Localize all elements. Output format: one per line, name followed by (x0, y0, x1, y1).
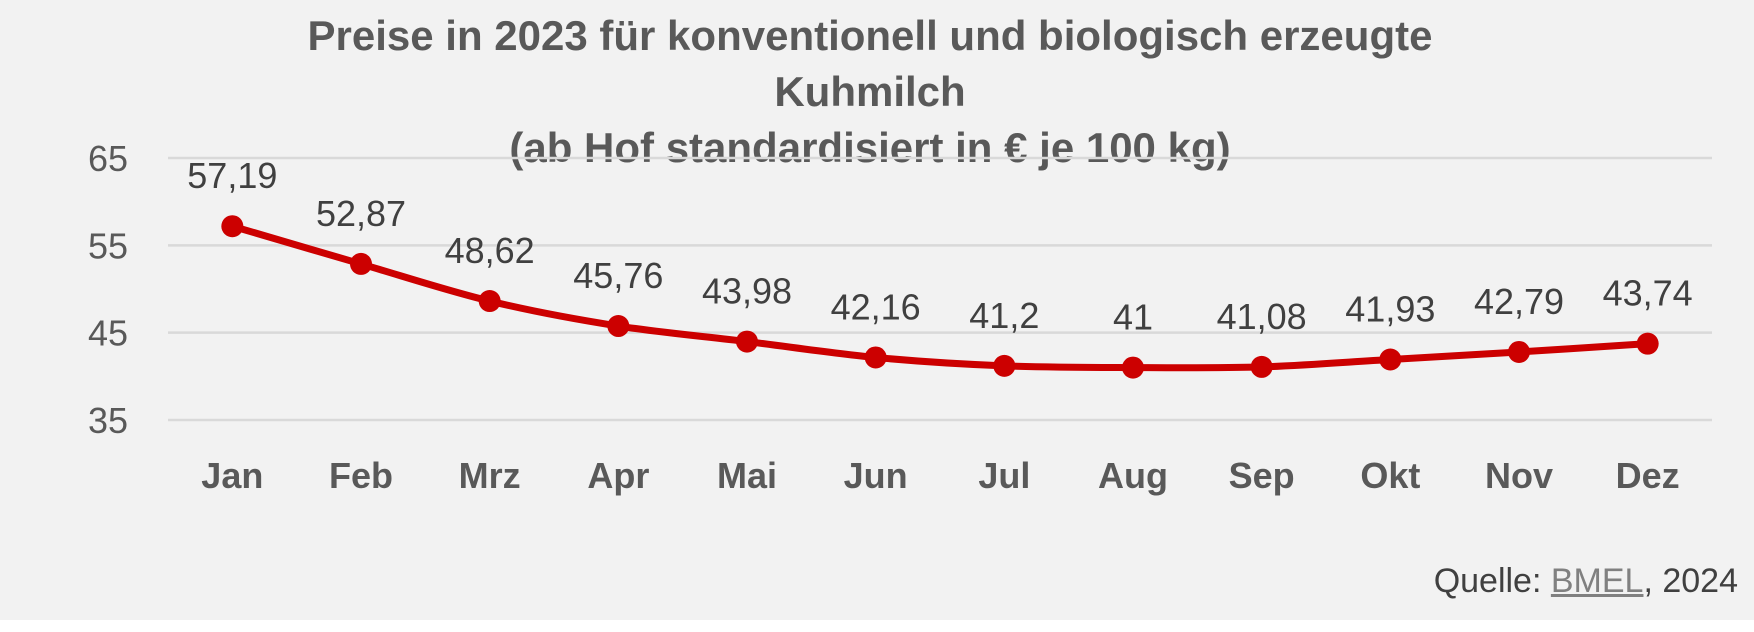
chart-title: Preise in 2023 für konventionell und bio… (300, 8, 1440, 176)
data-point (1379, 348, 1402, 371)
data-label: 41,93 (1345, 288, 1435, 329)
x-tick-label: Jul (978, 455, 1030, 496)
data-point (1508, 340, 1530, 363)
data-point (1122, 356, 1144, 379)
data-points (221, 215, 1659, 379)
data-label: 48,62 (445, 230, 535, 271)
data-label: 45,76 (573, 255, 663, 296)
y-tick-label: 35 (88, 400, 128, 441)
x-tick-label: Apr (587, 455, 649, 496)
x-tick-label: Dez (1616, 455, 1680, 496)
data-point (864, 346, 887, 369)
y-axis-tick-labels: 35 45 55 65 (88, 138, 128, 441)
series-line (228, 222, 1652, 372)
data-label: 41 (1113, 297, 1153, 338)
data-point (1250, 355, 1273, 378)
data-label: 57,19 (187, 155, 277, 196)
data-point (478, 290, 501, 313)
gridlines (168, 156, 1712, 422)
data-point (1636, 332, 1659, 355)
x-tick-label: Feb (329, 455, 393, 496)
x-tick-label: Jun (844, 455, 908, 496)
x-tick-label: Mrz (459, 455, 521, 496)
data-labels: 57,19 52,87 48,62 45,76 43,98 42,16 41,2 41 41,0… (187, 155, 1692, 337)
data-point (350, 252, 372, 275)
x-tick-label: Aug (1098, 455, 1168, 496)
x-tick-label: Jan (201, 455, 263, 496)
y-tick-label: 55 (88, 225, 128, 266)
series-line-layer (228, 222, 1652, 372)
x-axis-tick-labels: Jan Feb Mrz Apr Mai Jun Jul Aug Sep Okt Nov Dez (201, 455, 1679, 496)
y-tick-label: 65 (88, 138, 128, 179)
x-tick-label: Sep (1229, 455, 1295, 496)
data-label: 42,79 (1474, 281, 1564, 322)
data-point (736, 330, 758, 353)
x-tick-label: Mai (717, 455, 777, 496)
x-tick-label: Okt (1360, 455, 1420, 496)
data-point (221, 215, 244, 238)
data-point (607, 315, 630, 338)
source-prefix: Quelle: (1433, 562, 1551, 600)
chart-title-line: Preise in 2023 für konventionell und bio… (307, 12, 1433, 115)
source-suffix: , 2024 (1643, 562, 1738, 600)
data-label: 41,08 (1217, 296, 1307, 337)
data-point (993, 354, 1016, 377)
data-label: 42,16 (831, 286, 921, 327)
source-citation: Quelle: BMEL, 2024 (1434, 562, 1738, 601)
data-label: 52,87 (316, 193, 406, 234)
x-tick-label: Nov (1485, 455, 1553, 496)
data-label: 43,98 (702, 271, 792, 312)
data-label: 43,74 (1603, 273, 1693, 314)
y-tick-label: 45 (88, 313, 128, 354)
chart-subtitle: (ab Hof standardisiert in € je 100 kg) (509, 124, 1231, 171)
source-link[interactable]: BMEL (1550, 562, 1644, 600)
data-label: 41,2 (969, 295, 1039, 336)
